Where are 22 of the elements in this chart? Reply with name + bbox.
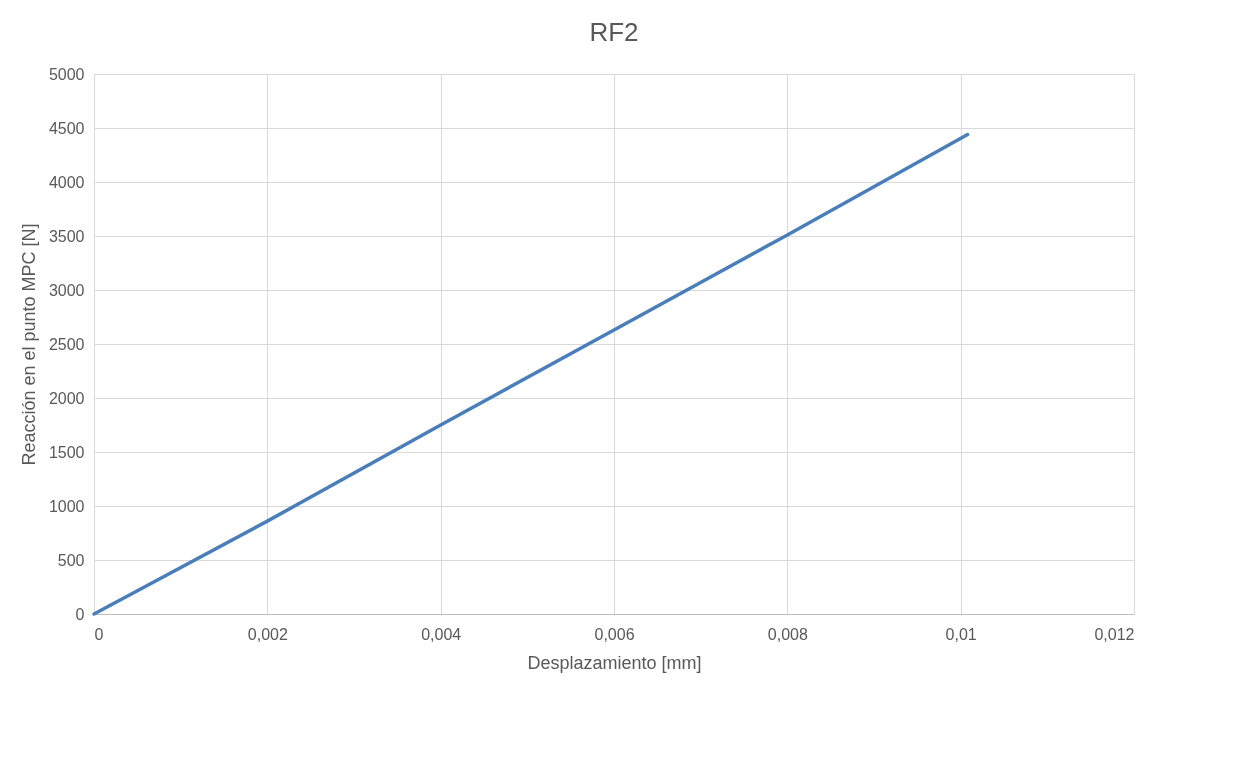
y-tick-label: 3500: [48, 227, 85, 245]
y-axis-title: Reacción en el punto MPC [N]: [18, 223, 39, 466]
x-tick-label: 0,002: [247, 625, 288, 643]
x-tick-label: 0: [94, 625, 104, 643]
x-tick-label: 0,008: [767, 625, 808, 643]
y-tick-label: 1500: [48, 443, 85, 461]
x-tick-label: 0,012: [1094, 625, 1135, 643]
y-tick-label: 3000: [48, 281, 85, 299]
y-tick-label: 4000: [48, 173, 85, 191]
y-tick-label: 0: [75, 605, 85, 623]
line-series: [92, 132, 970, 616]
x-tick-label: 0,01: [945, 625, 977, 643]
chart-title: RF2: [589, 17, 639, 47]
y-tick-label: 5000: [48, 65, 85, 83]
y-tick-label: 4500: [48, 119, 85, 137]
x-axis-title: Desplazamiento [mm]: [527, 652, 702, 673]
x-tick-label: 0,004: [421, 625, 462, 643]
y-tick-label: 2000: [48, 389, 85, 407]
y-tick-label: 2500: [48, 335, 85, 353]
y-tick-label: 1000: [48, 497, 85, 515]
y-tick-label: 500: [57, 551, 85, 569]
x-tick-label: 0,006: [594, 625, 635, 643]
